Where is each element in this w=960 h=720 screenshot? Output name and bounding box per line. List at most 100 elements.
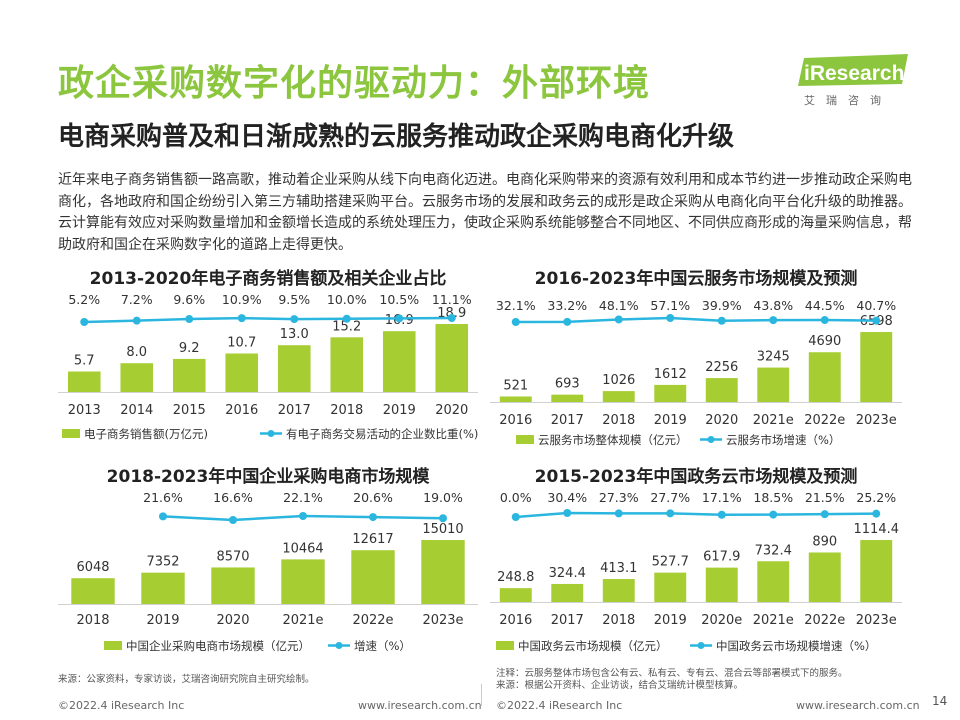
chart-3-title: 2018-2023年中国企业采购电商市场规模 [106,467,430,487]
bar-value-label: 7352 [146,555,179,570]
growth-value-label: 9.5% [278,292,310,307]
legend-bar-swatch [104,641,122,650]
bar [281,559,325,604]
bar-value-label: 15.2 [332,319,361,334]
bar [654,572,687,602]
category-tick-label: 2022e [352,613,393,628]
bar [860,540,893,602]
category-tick-label: 2019 [146,613,179,628]
bar-value-label: 9.2 [179,341,200,356]
category-tick-label: 2020 [435,403,468,418]
iresearch-logo-mark: iResearch [798,54,908,86]
growth-point [666,509,675,518]
bar-value-label: 5.7 [74,353,95,368]
growth-point [614,509,623,518]
bar-value-label: 3245 [757,350,790,365]
category-tick-label: 2016 [499,613,532,628]
bar-value-label: 15010 [422,522,463,537]
bar-value-label: 4690 [808,334,841,349]
growth-value-label: 11.1% [432,292,472,307]
bar-value-label: 324.4 [549,566,586,581]
bar [860,332,893,402]
bar [499,588,532,602]
growth-point [511,318,520,326]
growth-value-label: 20.6% [353,490,393,505]
bar-value-label: 1114.4 [854,522,900,537]
growth-point [447,314,456,322]
category-tick-label: 2020 [705,413,738,428]
bar-value-label: 527.7 [652,555,689,570]
bar-value-label: 413.1 [600,561,637,576]
bar-value-label: 732.4 [755,543,792,558]
bar [277,345,311,392]
chart-1-title: 2013-2020年电子商务销售额及相关企业占比 [89,269,447,289]
growth-point [769,316,778,325]
growth-point [614,315,623,324]
growth-value-label: 44.5% [805,298,845,313]
growth-value-label: 39.9% [702,298,742,313]
bar [757,561,790,602]
iresearch-logo: iResearch 艾瑞咨询 [790,50,910,110]
growth-point [439,514,447,523]
growth-point [395,314,404,323]
category-tick-label: 2018 [602,613,635,628]
growth-value-label: 18.5% [753,490,793,505]
growth-point [872,316,881,325]
growth-value-label: 21.6% [143,490,183,505]
growth-point [717,316,726,325]
category-tick-label: 2020e [701,613,742,628]
category-tick-label: 2017 [278,403,311,418]
growth-point [132,316,141,325]
growth-value-label: 48.1% [599,298,639,313]
page-title: 政企采购数字化的驱动力：外部环境 [58,63,651,104]
growth-value-label: 21.5% [805,490,845,505]
legend-line-marker [707,436,715,443]
growth-point [666,314,675,322]
category-tick-label: 2022e [804,413,845,428]
bar [705,567,738,602]
growth-value-label: 33.2% [547,298,587,313]
intro-paragraph: 近年来电子商务销售额一路高歌，推动着企业采购从线下向电商化迈进。电商化采购带来的… [58,172,912,253]
bar-value-label: 1612 [654,367,687,382]
bar [808,352,841,402]
bar-value-label: 1026 [602,373,635,388]
bar [330,337,364,392]
bar [602,391,635,402]
chart-1: 5.7 2013 8.0 2014 9.2 2015 10.7 2016 13.0 2017 15.… [58,292,478,441]
category-tick-label: 2017 [551,413,584,428]
growth-point [717,510,726,519]
bar-value-label: 13.0 [280,327,309,342]
growth-point [563,317,572,326]
category-tick-label: 2020 [216,613,249,628]
note-right-2: 来源：根据公开资料、企业访谈，结合艾瑞统计模型核算。 [496,680,744,691]
legend-bar-swatch [496,641,514,650]
bar [757,367,790,402]
category-tick-label: 2023e [856,613,897,628]
bar-value-label: 8570 [216,549,249,564]
bar [705,378,738,402]
growth-value-label: 19.0% [423,490,463,505]
footer-copyright-right: ©2022.4 iResearch Inc [496,699,623,712]
growth-value-label: 27.3% [599,490,639,505]
bar-value-label: 693 [555,377,580,392]
growth-value-label: 40.7% [856,298,896,313]
legend-line-label: 增速（%） [354,639,411,653]
growth-line [515,511,877,519]
growth-point [872,509,881,518]
growth-point [342,314,351,323]
growth-value-label: 25.2% [856,490,896,505]
bar [120,363,154,392]
chart-3: 6048 2018 7352 2019 8570 2020 10464 2021e 12617 2… [58,490,478,653]
legend-bar-label: 电子商务销售额(万亿元) [84,427,208,441]
category-tick-label: 2023e [422,613,463,628]
note-right-1: 注释：云服务整体市场包含公有云、私有云、专有云、混合云等部署模式下的服务。 [496,668,848,679]
legend-bar-swatch [516,435,534,444]
bar-value-label: 8.0 [126,345,147,360]
growth-point [159,512,167,521]
growth-value-label: 5.2% [68,292,100,307]
growth-value-label: 30.4% [547,490,587,505]
growth-value-label: 43.8% [753,298,793,313]
bar [602,579,635,602]
category-tick-label: 2014 [120,403,153,418]
category-tick-label: 2021e [282,613,323,628]
